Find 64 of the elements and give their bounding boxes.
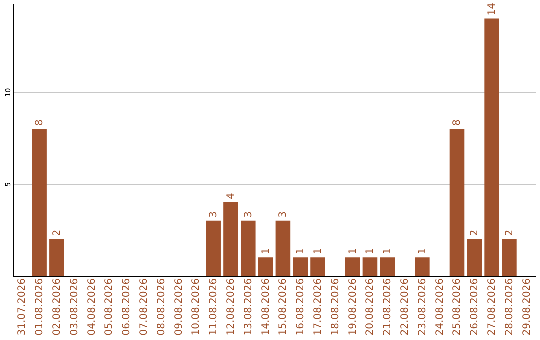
x-tick-label: 11.08.2026 bbox=[208, 278, 220, 336]
x-tick-label: 24.08.2026 bbox=[434, 278, 446, 336]
bar bbox=[276, 220, 291, 276]
data-label: 2 bbox=[470, 230, 481, 236]
x-tick-label: 13.08.2026 bbox=[243, 278, 254, 336]
x-tick-label: 21.08.2026 bbox=[382, 278, 394, 336]
x-tick-label: 03.08.2026 bbox=[69, 278, 80, 336]
bar bbox=[484, 18, 500, 276]
data-label: 3 bbox=[208, 211, 220, 218]
x-tick-label: 26.08.2026 bbox=[470, 278, 481, 336]
data-label: 3 bbox=[278, 211, 290, 218]
x-tick-label: 01.08.2026 bbox=[34, 278, 46, 336]
data-label: 14 bbox=[487, 2, 498, 16]
data-label: 1 bbox=[260, 248, 272, 255]
bar bbox=[32, 128, 47, 276]
x-tick-label: 04.08.2026 bbox=[86, 278, 98, 336]
data-label: 2 bbox=[504, 230, 516, 236]
bar bbox=[50, 239, 64, 276]
x-tick-label: 09.08.2026 bbox=[174, 278, 185, 336]
data-label: 2 bbox=[52, 230, 63, 236]
bar bbox=[345, 258, 360, 276]
bar bbox=[310, 258, 326, 276]
x-tick-label: 25.08.2026 bbox=[452, 278, 464, 336]
bar bbox=[240, 220, 256, 276]
x-tick-label: 10.08.2026 bbox=[191, 278, 202, 336]
x-tick-label: 05.08.2026 bbox=[104, 278, 116, 336]
x-tick-label: 07.08.2026 bbox=[138, 278, 150, 336]
data-label: 8 bbox=[452, 120, 464, 126]
x-tick-label: 06.08.2026 bbox=[122, 278, 133, 336]
bar bbox=[502, 239, 517, 276]
data-label: 8 bbox=[34, 120, 46, 126]
data-label: 1 bbox=[382, 248, 394, 255]
x-tick-label: 19.08.2026 bbox=[348, 278, 359, 336]
data-label: 1 bbox=[365, 248, 376, 255]
x-tick-label: 16.08.2026 bbox=[296, 278, 307, 336]
bar bbox=[450, 128, 465, 276]
x-tick-label: 22.08.2026 bbox=[400, 278, 412, 336]
x-tick-label: 20.08.2026 bbox=[365, 278, 376, 336]
x-tick-label: 31.07.2026 bbox=[17, 278, 28, 336]
x-tick-label: 08.08.2026 bbox=[156, 278, 168, 336]
x-tick-label: 12.08.2026 bbox=[226, 278, 237, 336]
bar bbox=[380, 258, 396, 276]
x-tick-label: 18.08.2026 bbox=[330, 278, 342, 336]
x-tick-label: 23.08.2026 bbox=[417, 278, 428, 336]
data-label: 3 bbox=[243, 211, 254, 218]
bar bbox=[293, 258, 308, 276]
x-tick-label: 15.08.2026 bbox=[278, 278, 290, 336]
bar bbox=[415, 258, 430, 276]
x-tick-label: 17.08.2026 bbox=[313, 278, 324, 336]
bar bbox=[258, 258, 274, 276]
x-tick-label: 02.08.2026 bbox=[52, 278, 63, 336]
x-tick-label: 14.08.2026 bbox=[260, 278, 272, 336]
bar bbox=[362, 258, 378, 276]
data-label: 1 bbox=[348, 248, 359, 255]
bar bbox=[224, 202, 238, 276]
data-label: 1 bbox=[296, 248, 307, 255]
bar bbox=[206, 220, 221, 276]
data-label: 1 bbox=[313, 248, 324, 255]
data-label: 1 bbox=[417, 248, 428, 255]
data-label: 4 bbox=[226, 193, 237, 200]
x-tick-label: 27.08.2026 bbox=[487, 278, 498, 336]
x-tick-label: 29.08.2026 bbox=[522, 278, 533, 336]
x-tick-label: 28.08.2026 bbox=[504, 278, 516, 336]
bar bbox=[467, 239, 482, 276]
